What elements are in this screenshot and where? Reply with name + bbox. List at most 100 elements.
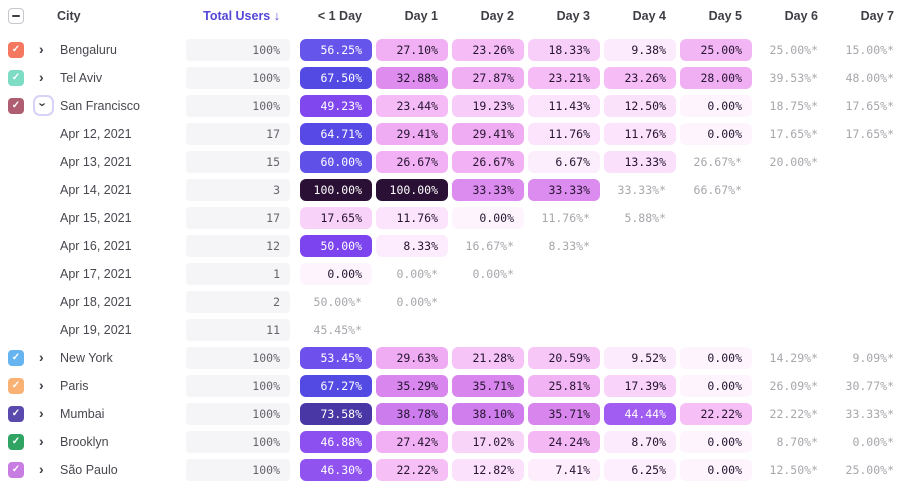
retention-cell[interactable]: 49.23% bbox=[300, 95, 372, 117]
retention-cell[interactable]: 25.81% bbox=[528, 375, 600, 397]
retention-cell[interactable]: 12.50%* bbox=[769, 463, 818, 477]
retention-cell[interactable]: 53.45% bbox=[300, 347, 372, 369]
retention-cell[interactable]: 8.33% bbox=[376, 235, 448, 257]
retention-cell[interactable]: 35.29% bbox=[376, 375, 448, 397]
chevron-right-icon[interactable]: › bbox=[39, 41, 44, 57]
retention-cell[interactable]: 50.00%* bbox=[313, 295, 362, 309]
retention-cell[interactable]: 5.88%* bbox=[624, 211, 666, 225]
retention-cell[interactable]: 67.50% bbox=[300, 67, 372, 89]
retention-cell[interactable]: 46.88% bbox=[300, 431, 372, 453]
retention-cell[interactable]: 18.75%* bbox=[769, 99, 818, 113]
retention-cell[interactable]: 20.59% bbox=[528, 347, 600, 369]
retention-cell[interactable]: 100.00% bbox=[300, 179, 372, 201]
column-header-total-users[interactable]: Total Users ↓ bbox=[186, 9, 290, 23]
retention-cell[interactable]: 15.00%* bbox=[845, 43, 894, 57]
retention-cell[interactable]: 25.00%* bbox=[769, 43, 818, 57]
retention-cell[interactable]: 8.70% bbox=[604, 431, 676, 453]
row-checkbox[interactable]: ✓ bbox=[8, 378, 24, 394]
retention-cell[interactable]: 21.28% bbox=[452, 347, 524, 369]
retention-cell[interactable]: 6.67% bbox=[528, 151, 600, 173]
retention-cell[interactable]: 6.25% bbox=[604, 459, 676, 481]
retention-cell[interactable]: 33.33%* bbox=[845, 407, 894, 421]
row-checkbox[interactable]: ✓ bbox=[8, 42, 24, 58]
row-checkbox[interactable]: ✓ bbox=[8, 462, 24, 478]
retention-cell[interactable]: 29.41% bbox=[376, 123, 448, 145]
retention-cell[interactable]: 0.00%* bbox=[396, 295, 438, 309]
retention-cell[interactable]: 0.00%* bbox=[472, 267, 514, 281]
retention-cell[interactable]: 27.87% bbox=[452, 67, 524, 89]
retention-cell[interactable]: 0.00% bbox=[680, 347, 752, 369]
retention-cell[interactable]: 30.77%* bbox=[845, 379, 894, 393]
row-checkbox[interactable]: ✓ bbox=[8, 70, 24, 86]
retention-cell[interactable]: 19.23% bbox=[452, 95, 524, 117]
chevron-right-icon[interactable]: › bbox=[39, 349, 44, 365]
retention-cell[interactable]: 29.41% bbox=[452, 123, 524, 145]
retention-cell[interactable]: 8.70%* bbox=[776, 435, 818, 449]
retention-cell[interactable]: 50.00% bbox=[300, 235, 372, 257]
retention-cell[interactable]: 25.00%* bbox=[845, 463, 894, 477]
retention-cell[interactable]: 48.00%* bbox=[845, 71, 894, 85]
retention-cell[interactable]: 17.65%* bbox=[845, 127, 894, 141]
row-checkbox[interactable]: ✓ bbox=[8, 434, 24, 450]
retention-cell[interactable]: 24.24% bbox=[528, 431, 600, 453]
retention-cell[interactable]: 0.00% bbox=[300, 263, 372, 285]
retention-cell[interactable]: 56.25% bbox=[300, 39, 372, 61]
retention-cell[interactable]: 20.00%* bbox=[769, 155, 818, 169]
retention-cell[interactable]: 8.33%* bbox=[548, 239, 590, 253]
retention-cell[interactable]: 11.76% bbox=[528, 123, 600, 145]
retention-cell[interactable]: 9.09%* bbox=[852, 351, 894, 365]
retention-cell[interactable]: 17.65% bbox=[300, 207, 372, 229]
retention-cell[interactable]: 27.42% bbox=[376, 431, 448, 453]
retention-cell[interactable]: 18.33% bbox=[528, 39, 600, 61]
retention-cell[interactable]: 17.65%* bbox=[769, 127, 818, 141]
retention-cell[interactable]: 66.67%* bbox=[693, 183, 742, 197]
retention-cell[interactable]: 0.00% bbox=[680, 431, 752, 453]
chevron-right-icon[interactable]: › bbox=[39, 405, 44, 421]
retention-cell[interactable]: 23.26% bbox=[452, 39, 524, 61]
retention-cell[interactable]: 26.09%* bbox=[769, 379, 818, 393]
retention-cell[interactable]: 33.33% bbox=[528, 179, 600, 201]
retention-cell[interactable]: 22.22% bbox=[376, 459, 448, 481]
retention-cell[interactable]: 29.63% bbox=[376, 347, 448, 369]
collapse-row-button[interactable]: › bbox=[33, 95, 54, 116]
retention-cell[interactable]: 26.67% bbox=[376, 151, 448, 173]
retention-cell[interactable]: 0.00% bbox=[680, 123, 752, 145]
retention-cell[interactable]: 25.00% bbox=[680, 39, 752, 61]
row-checkbox[interactable]: ✓ bbox=[8, 98, 24, 114]
retention-cell[interactable]: 9.38% bbox=[604, 39, 676, 61]
retention-cell[interactable]: 0.00%* bbox=[396, 267, 438, 281]
retention-cell[interactable]: 7.41% bbox=[528, 459, 600, 481]
retention-cell[interactable]: 26.67% bbox=[452, 151, 524, 173]
retention-cell[interactable]: 64.71% bbox=[300, 123, 372, 145]
retention-cell[interactable]: 17.65%* bbox=[845, 99, 894, 113]
retention-cell[interactable]: 17.02% bbox=[452, 431, 524, 453]
retention-cell[interactable]: 33.33%* bbox=[617, 183, 666, 197]
row-checkbox[interactable]: ✓ bbox=[8, 406, 24, 422]
retention-cell[interactable]: 100.00% bbox=[376, 179, 448, 201]
chevron-right-icon[interactable]: › bbox=[39, 461, 44, 477]
retention-cell[interactable]: 12.50% bbox=[604, 95, 676, 117]
retention-cell[interactable]: 0.00% bbox=[680, 459, 752, 481]
retention-cell[interactable]: 33.33% bbox=[452, 179, 524, 201]
retention-cell[interactable]: 17.39% bbox=[604, 375, 676, 397]
retention-cell[interactable]: 9.52% bbox=[604, 347, 676, 369]
select-all-checkbox[interactable] bbox=[8, 8, 24, 24]
retention-cell[interactable]: 16.67%* bbox=[465, 239, 514, 253]
retention-cell[interactable]: 11.76% bbox=[376, 207, 448, 229]
retention-cell[interactable]: 28.00% bbox=[680, 67, 752, 89]
retention-cell[interactable]: 26.67%* bbox=[693, 155, 742, 169]
retention-cell[interactable]: 45.45%* bbox=[313, 323, 362, 337]
retention-cell[interactable]: 32.88% bbox=[376, 67, 448, 89]
retention-cell[interactable]: 23.21% bbox=[528, 67, 600, 89]
row-checkbox[interactable]: ✓ bbox=[8, 350, 24, 366]
retention-cell[interactable]: 44.44% bbox=[604, 403, 676, 425]
retention-cell[interactable]: 39.53%* bbox=[769, 71, 818, 85]
retention-cell[interactable]: 38.78% bbox=[376, 403, 448, 425]
retention-cell[interactable]: 67.27% bbox=[300, 375, 372, 397]
retention-cell[interactable]: 73.58% bbox=[300, 403, 372, 425]
retention-cell[interactable]: 14.29%* bbox=[769, 351, 818, 365]
retention-cell[interactable]: 23.44% bbox=[376, 95, 448, 117]
retention-cell[interactable]: 22.22% bbox=[680, 403, 752, 425]
retention-cell[interactable]: 22.22%* bbox=[769, 407, 818, 421]
retention-cell[interactable]: 12.82% bbox=[452, 459, 524, 481]
